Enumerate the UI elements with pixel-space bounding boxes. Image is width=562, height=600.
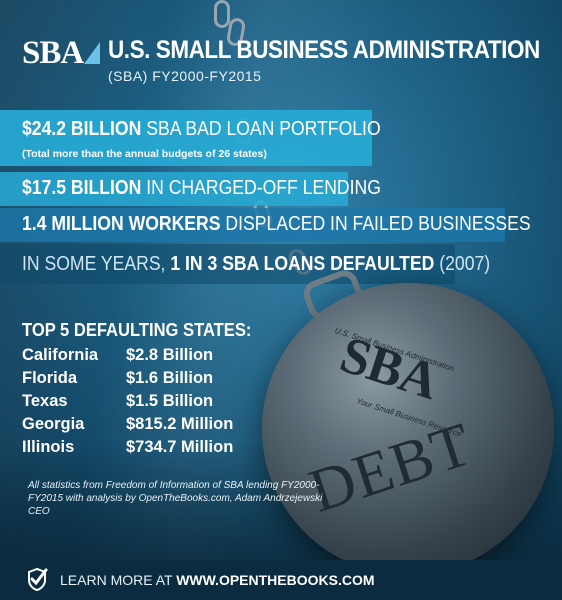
page-title: U.S. SMALL BUSINESS ADMINISTRATION	[108, 36, 540, 64]
stat-line: $24.2 BILLION SBA BAD LOAN PORTFOLIO	[22, 118, 381, 141]
checkmark-shield-icon	[28, 567, 48, 592]
source-footnote: All statistics from Freedom of Informati…	[28, 480, 323, 517]
stat-band-workers: 1.4 MILLION WORKERS DISPLACED IN FAILED …	[0, 208, 531, 242]
state-amount: $734.7 Million	[126, 438, 234, 456]
state-name: Texas	[22, 392, 68, 410]
sba-logo: SBA	[22, 35, 101, 71]
chain-link	[214, 0, 230, 28]
state-amount: $1.6 Billion	[126, 369, 214, 387]
sba-logo-text: SBA	[22, 35, 84, 71]
sba-logo-mark-icon	[84, 42, 101, 64]
ball-sba-text: SBA	[333, 326, 445, 411]
stat-band-bad-loans: $24.2 BILLION SBA BAD LOAN PORTFOLIO (To…	[0, 110, 381, 166]
stat-note: (Total more than the annual budgets of 2…	[22, 148, 267, 160]
state-name: Florida	[22, 369, 78, 387]
stat-band-defaults: IN SOME YEARS, 1 IN 3 SBA LOANS DEFAULTE…	[0, 244, 490, 284]
states-heading: TOP 5 DEFAULTING STATES:	[22, 320, 252, 340]
stat-text: DISPLACED IN FAILED BUSINESSES	[220, 213, 531, 235]
stat-value: 1.4 MILLION WORKERS	[22, 213, 221, 235]
stat-band-charged-off: $17.5 BILLION IN CHARGED-OFF LENDING	[0, 172, 381, 206]
footer-bar: LEARN MORE AT WWW.OPENTHEBOOKS.COM	[0, 560, 562, 600]
footer-cta-label: LEARN MORE AT	[60, 572, 177, 588]
ball-debt-text: DEBT	[301, 410, 481, 526]
wrecking-ball: U.S. Small Business Administration SBA Y…	[262, 283, 554, 575]
footer-cta: LEARN MORE AT WWW.OPENTHEBOOKS.COM	[60, 572, 375, 588]
stat-value: $17.5 BILLION	[22, 177, 142, 199]
stat-value: $24.2 BILLION	[22, 118, 142, 140]
stat-lead: IN SOME YEARS,	[22, 253, 171, 275]
state-name: Georgia	[22, 415, 85, 433]
state-name: California	[22, 346, 99, 364]
state-name: Illinois	[22, 438, 75, 456]
stat-text: SBA BAD LOAN PORTFOLIO	[141, 118, 381, 140]
state-amount: $2.8 Billion	[126, 346, 214, 364]
website-link[interactable]: WWW.OPENTHEBOOKS.COM	[176, 572, 375, 588]
page-subtitle: (SBA) FY2000-FY2015	[108, 68, 262, 84]
state-amount: $1.5 Billion	[126, 392, 214, 410]
stat-text: (2007)	[434, 253, 491, 275]
state-amount: $815.2 Million	[126, 415, 234, 433]
stat-value: 1 IN 3 SBA LOANS DEFAULTED	[170, 253, 435, 275]
stat-text: IN CHARGED-OFF LENDING	[141, 177, 381, 199]
stat-line: IN SOME YEARS, 1 IN 3 SBA LOANS DEFAULTE…	[22, 253, 490, 276]
stat-line: 1.4 MILLION WORKERS DISPLACED IN FAILED …	[22, 213, 531, 236]
stat-line: $17.5 BILLION IN CHARGED-OFF LENDING	[22, 177, 381, 200]
